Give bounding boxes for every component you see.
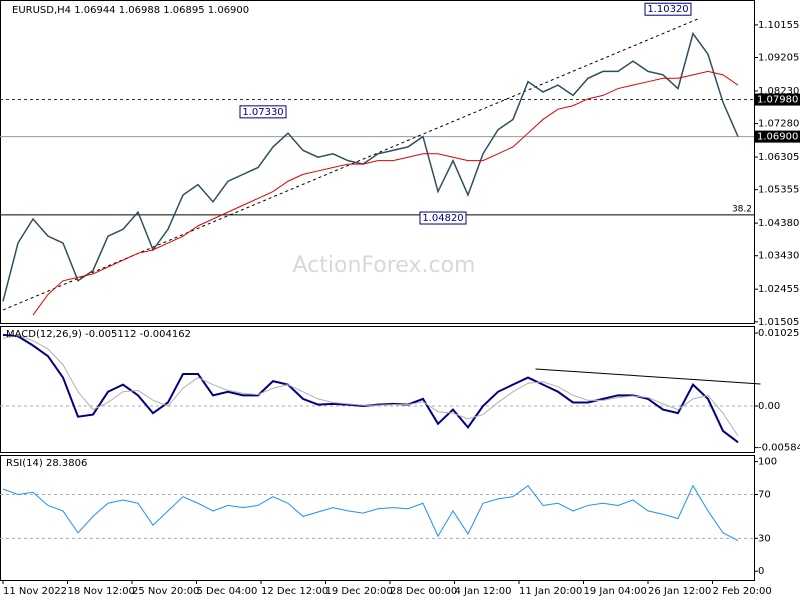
level-tag xyxy=(755,93,800,106)
price-annotation-label: 1.04820 xyxy=(422,213,463,224)
chart-title: EURUSD,H4 1.06944 1.06988 1.06895 1.0690… xyxy=(12,5,249,16)
x-tick-label: 12 Dec 12:00 xyxy=(261,586,328,597)
x-tick-label: 11 Jan 20:00 xyxy=(519,586,582,597)
series-line xyxy=(2,333,739,444)
fib-label: 38.2 xyxy=(732,204,752,214)
y-tick-label: 1.02455 xyxy=(758,284,799,295)
x-tick-label: 11 Nov 2022 xyxy=(3,586,67,597)
y-tick-label: 1.08230 xyxy=(758,86,799,97)
x-tick-label: 28 Dec 00:00 xyxy=(390,586,457,597)
y-tick-label: 100 xyxy=(758,457,777,468)
series-line xyxy=(2,31,739,302)
x-tick-label: 19 Jan 04:00 xyxy=(584,586,647,597)
y-tick-label: 1.05355 xyxy=(758,185,799,196)
panel-frame xyxy=(0,0,755,324)
y-tick-label: 1.01505 xyxy=(758,317,799,328)
y-tick-label: 0.010253 xyxy=(758,328,800,339)
x-tick-label: 2 Feb 20:00 xyxy=(713,586,772,597)
x-tick-label: 4 Jan 12:00 xyxy=(455,586,512,597)
panel-title: RSI(14) 28.3806 xyxy=(6,458,87,469)
y-tick-label: -0.005843 xyxy=(758,443,800,454)
panel-title: MACD(12,26,9) -0.005112 -0.004162 xyxy=(6,329,191,340)
y-tick-label: 70 xyxy=(758,489,771,500)
y-tick-label: 1.04380 xyxy=(758,218,799,229)
y-tick-label: 1.03430 xyxy=(758,251,799,262)
x-tick-label: 19 Dec 20:00 xyxy=(326,586,393,597)
series-line xyxy=(2,484,739,541)
y-tick-label: 1.10155 xyxy=(758,20,799,31)
panel-frame xyxy=(0,326,755,453)
y-tick-label: 1.06305 xyxy=(758,152,799,163)
watermark: ActionForex.com xyxy=(293,253,476,278)
y-tick-label: 1.09205 xyxy=(758,52,799,63)
x-tick-label: 18 Nov 12:00 xyxy=(68,586,135,597)
panel-frame xyxy=(0,455,755,581)
level-label: 1.06900 xyxy=(757,132,798,143)
x-tick-label: 26 Jan 12:00 xyxy=(648,586,711,597)
x-tick-label: 5 Dec 04:00 xyxy=(197,586,258,597)
price-annotation xyxy=(644,2,692,16)
price-annotation-label: 1.07330 xyxy=(242,107,283,118)
series-line xyxy=(2,335,739,437)
y-tick-label: 0.00 xyxy=(758,401,780,412)
y-tick-label: 0 xyxy=(758,566,764,577)
price-annotation xyxy=(239,105,287,119)
y-tick-label: 1.07280 xyxy=(758,119,799,130)
y-tick-label: 30 xyxy=(758,533,771,544)
x-tick-label: 25 Nov 20:00 xyxy=(132,586,199,597)
level-tag xyxy=(755,130,800,143)
series-line xyxy=(32,70,739,316)
price-annotation xyxy=(419,211,467,225)
price-annotation-label: 1.10320 xyxy=(647,4,688,15)
level-label: 1.07980 xyxy=(757,95,798,106)
trendline xyxy=(535,368,761,385)
